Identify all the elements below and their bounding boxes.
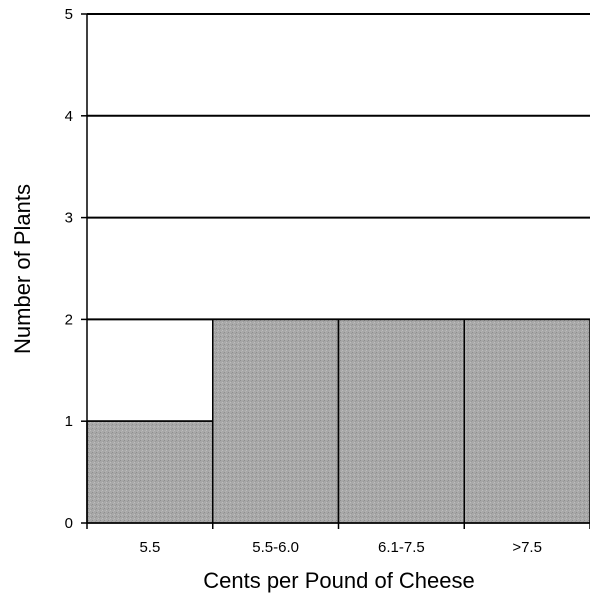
y-tick-label: 2: [65, 311, 73, 328]
x-tick-label: 5.5-6.0: [252, 539, 299, 556]
x-tick-label: >7.5: [512, 539, 542, 556]
bar-4: [463, 318, 590, 524]
y-tick-label: 1: [65, 413, 73, 430]
bar-2: [212, 318, 340, 524]
y-tick-labels: 0 1 2 3 4 5: [65, 6, 87, 532]
x-tick-label: 5.5: [139, 539, 160, 556]
x-axis-title: Cents per Pound of Cheese: [203, 568, 475, 593]
x-tick-labels: 5.5 5.5-6.0 6.1-7.5 >7.5: [86, 523, 590, 556]
y-tick-label: 0: [65, 515, 73, 532]
bars: [86, 318, 590, 524]
y-tick-label: 3: [65, 210, 73, 227]
y-tick-label: 4: [65, 108, 73, 125]
bar-1: [86, 420, 214, 524]
y-axis-title: Number of Plants: [10, 184, 35, 354]
bar-3: [337, 318, 465, 524]
x-tick-label: 6.1-7.5: [378, 539, 425, 556]
y-tick-label: 5: [65, 6, 73, 23]
